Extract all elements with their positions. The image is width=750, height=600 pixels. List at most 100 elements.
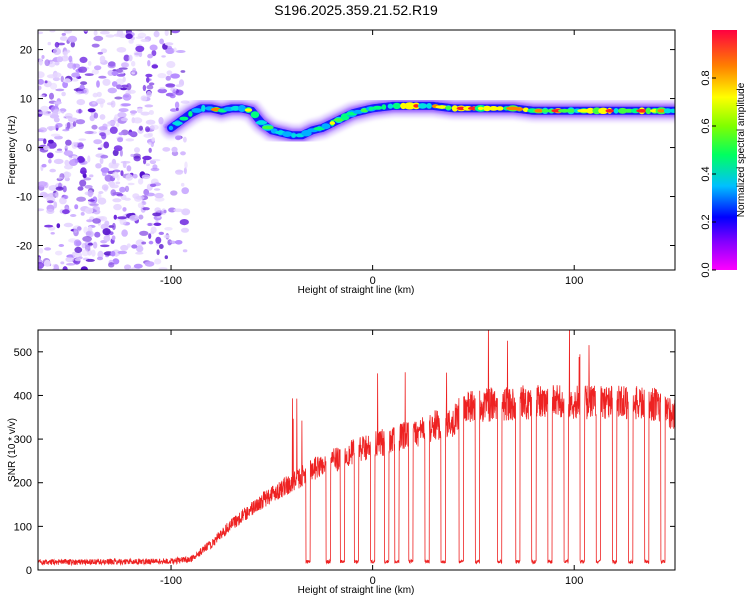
noise-blob [158, 267, 168, 270]
noise-blob [101, 184, 109, 191]
noise-blob [100, 100, 104, 108]
noise-blob [152, 212, 162, 217]
spectrogram-y-tick-label: -20 [16, 241, 32, 253]
noise-blob [150, 141, 154, 148]
ridge-cell [403, 102, 416, 110]
noise-blob [117, 250, 128, 255]
noise-blob [38, 58, 43, 66]
noise-blob [146, 90, 152, 98]
noise-blob [164, 227, 173, 231]
noise-blob [47, 41, 52, 46]
spectrogram-y-ticks: -20 -10 0 10 20 [16, 45, 675, 253]
noise-blob [44, 247, 52, 251]
noise-blob [63, 222, 74, 228]
noise-blob [38, 256, 41, 261]
noise-blob [184, 161, 188, 169]
noise-blob [100, 244, 110, 248]
noise-blob [100, 30, 110, 35]
noise-blob [59, 197, 67, 205]
noise-blob [138, 51, 143, 58]
noise-blob [118, 132, 124, 136]
noise-blob [165, 83, 176, 88]
noise-blob [150, 167, 160, 172]
noise-blob [116, 30, 124, 37]
ridge-cell [282, 131, 293, 138]
noise-blob [144, 104, 154, 108]
noise-blob [73, 227, 78, 233]
noise-blob [145, 163, 150, 167]
snr-y-tick-label: 100 [14, 521, 32, 533]
noise-blob [84, 130, 94, 135]
noise-blob [63, 54, 68, 59]
noise-blob [64, 159, 70, 166]
noise-blob [132, 67, 137, 74]
noise-blob [145, 73, 153, 78]
noise-blob [53, 158, 64, 165]
ridge-cell [522, 107, 529, 113]
noise-blob [72, 121, 77, 127]
noise-blob [61, 32, 66, 36]
noise-blob [156, 249, 160, 256]
noise-blob [183, 167, 187, 175]
noise-blob [129, 110, 138, 114]
noise-blob [91, 43, 100, 48]
noise-blob [140, 111, 150, 116]
noise-blob [92, 241, 98, 249]
noise-blob [80, 167, 87, 175]
noise-blob [125, 138, 135, 142]
noise-blob [117, 137, 124, 143]
snr-x-label: Height of straight line (km) [298, 585, 415, 596]
noise-blob [161, 55, 166, 58]
noise-blob [151, 64, 159, 69]
noise-blob [166, 61, 176, 68]
noise-blob [65, 256, 75, 263]
noise-blob [111, 71, 119, 76]
noise-blob [38, 85, 42, 91]
noise-blob [38, 129, 44, 133]
noise-blob [85, 258, 95, 262]
noise-blob [91, 249, 96, 257]
snr-x-ticks: -100 0 100 [160, 330, 583, 587]
noise-blob [55, 88, 65, 92]
noise-blob [87, 199, 95, 202]
noise-blob [70, 214, 77, 217]
noise-blob [122, 161, 127, 169]
noise-blob [55, 191, 59, 198]
noise-blob [63, 78, 71, 83]
noise-blob [149, 183, 157, 187]
noise-blob [60, 75, 64, 83]
noise-blob [62, 266, 68, 270]
noise-blob [74, 159, 79, 164]
noise-blob [102, 78, 111, 86]
noise-blob [151, 46, 158, 50]
noise-blob [139, 230, 149, 236]
noise-blob [38, 261, 45, 269]
noise-blob [116, 122, 120, 128]
noise-blob [62, 51, 69, 56]
snr-panel: -100 0 100 0 100 200 300 400 500 Height of stra… [7, 329, 676, 596]
noise-blob [83, 177, 92, 181]
noise-blob [40, 105, 49, 112]
noise-blob [123, 54, 130, 62]
noise-blob [44, 224, 54, 228]
snr-frame [37, 329, 676, 571]
ridge-hot-cell [172, 121, 183, 126]
noise-blob [154, 258, 162, 265]
noise-blob [137, 202, 144, 209]
noise-blob [151, 50, 157, 57]
noise-blob [53, 101, 62, 105]
noise-blob [73, 239, 82, 247]
noise-blob [143, 158, 147, 165]
noise-blob [115, 68, 123, 73]
noise-blob [43, 138, 47, 145]
noise-blob [38, 208, 45, 212]
noise-blob [55, 150, 63, 154]
noise-blob [121, 84, 129, 88]
noise-blob [78, 66, 88, 73]
noise-blob [179, 219, 189, 226]
noise-blob [165, 75, 171, 81]
noise-blob [92, 218, 101, 224]
noise-blob [117, 216, 127, 220]
noise-blob [97, 192, 102, 200]
noise-blob [109, 126, 118, 134]
